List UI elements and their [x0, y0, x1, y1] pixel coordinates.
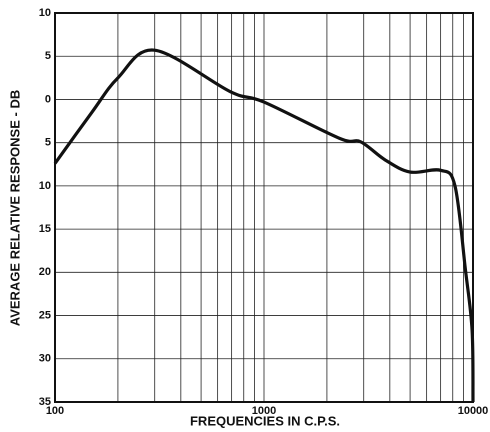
y-tick-label: 20 — [39, 266, 51, 278]
y-tick-label: 0 — [45, 93, 51, 105]
y-tick-label: 15 — [39, 223, 51, 235]
y-tick-label: 10 — [39, 180, 51, 192]
y-axis-label: AVERAGE RELATIVE RESPONSE - DB — [7, 90, 22, 326]
response-curve — [53, 48, 475, 403]
x-tick-label: 10000 — [458, 405, 489, 417]
y-tick-label: 35 — [39, 396, 51, 408]
x-tick-label: 100 — [46, 405, 64, 417]
plot-frame — [54, 12, 474, 403]
y-tick-label: 10 — [39, 7, 51, 19]
x-tick-label: 1000 — [252, 405, 276, 417]
x-axis-label: FREQUENCIES IN C.P.S. — [190, 413, 340, 428]
y-tick-label: 30 — [39, 353, 51, 365]
y-tick-label: 5 — [45, 50, 51, 62]
y-tick-label: 25 — [39, 309, 51, 321]
y-tick-label: 5 — [45, 137, 51, 149]
